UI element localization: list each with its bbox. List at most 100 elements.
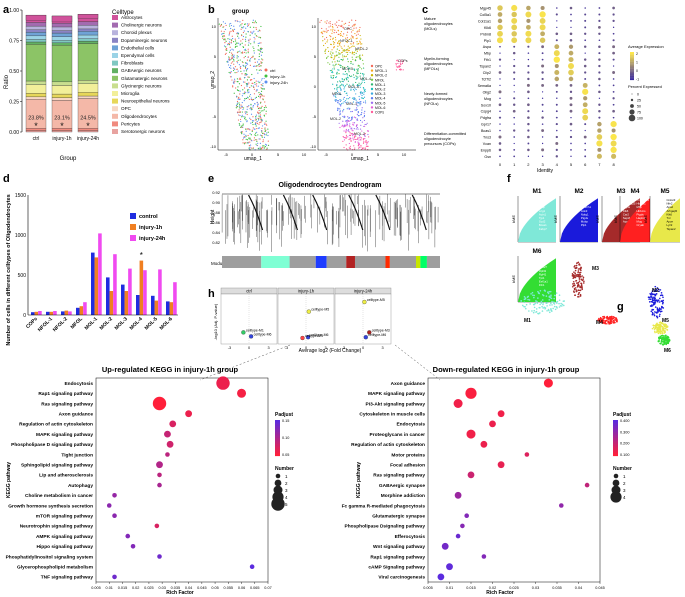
umap-point xyxy=(354,138,356,141)
size-swatch xyxy=(630,98,634,102)
module-cell-point xyxy=(576,273,578,276)
umap-point xyxy=(247,30,249,33)
umap-point xyxy=(258,115,260,117)
umap-point xyxy=(343,23,345,25)
umap-point xyxy=(342,111,344,113)
umap-point xyxy=(355,81,357,84)
module-cell-point xyxy=(573,266,576,268)
module-color-block xyxy=(420,256,427,268)
module-cell-point xyxy=(658,339,661,341)
umap-point xyxy=(256,69,258,71)
umap-point xyxy=(347,107,349,109)
umap-point xyxy=(330,36,332,38)
plot-frame xyxy=(95,377,269,583)
module-cell-point xyxy=(597,319,599,321)
color-bar xyxy=(630,64,634,67)
umap-point xyxy=(348,125,351,127)
umap-point xyxy=(256,89,258,91)
color-bar xyxy=(613,448,618,451)
umap-point xyxy=(326,30,328,32)
size-swatch xyxy=(610,491,622,503)
umap-point xyxy=(340,84,342,86)
umap-point xyxy=(239,111,241,113)
umap-point xyxy=(261,78,263,80)
umap-point xyxy=(241,133,243,135)
panel-label-e: e xyxy=(208,173,214,185)
umap-point xyxy=(257,30,259,32)
count-bar xyxy=(31,312,35,315)
module-cell-point xyxy=(533,306,536,309)
module-cell-point xyxy=(554,308,557,311)
legend-swatch xyxy=(370,74,374,77)
expression-dot xyxy=(511,4,518,12)
legend-swatch xyxy=(370,78,374,82)
legend-label: Oligodendrocytes xyxy=(121,114,157,119)
umap-point xyxy=(244,81,246,83)
volcano-point xyxy=(367,330,372,335)
umap-point xyxy=(343,55,345,57)
module-cell-point xyxy=(544,308,546,310)
umap-point xyxy=(397,62,399,65)
umap-point xyxy=(260,110,262,112)
gene-label: Hbb-bs xyxy=(637,209,647,213)
chart-b-title: group xyxy=(232,9,249,15)
module-cell-point xyxy=(582,282,585,284)
color-bar xyxy=(630,77,634,79)
tick-label: 0.005 xyxy=(423,586,433,590)
module-cell-point xyxy=(578,292,580,294)
expression-dot xyxy=(556,26,558,28)
pathway-bubble xyxy=(249,564,255,569)
expression-dot xyxy=(570,149,572,151)
umap-point xyxy=(363,147,365,149)
umap-point xyxy=(253,137,256,139)
umap-point xyxy=(230,27,232,30)
umap-point xyxy=(355,128,357,130)
umap-point xyxy=(364,123,366,126)
umap-point xyxy=(342,136,344,138)
gene-label: Tjp1 xyxy=(539,216,545,220)
umap-point xyxy=(222,21,225,23)
module-cell-point xyxy=(561,303,564,306)
umap-point xyxy=(242,35,245,38)
gene-label: Rps27 xyxy=(539,265,548,269)
kme-curve xyxy=(620,198,650,242)
umap-point xyxy=(251,120,254,122)
module-cell-point xyxy=(579,276,582,278)
ratio-segment xyxy=(77,80,99,84)
tick-label: 0.02 xyxy=(489,586,496,590)
umap-point xyxy=(244,74,246,76)
umap-point xyxy=(239,21,241,23)
color-bar xyxy=(275,450,280,452)
module-cell-point xyxy=(578,275,581,277)
legend-label: NFOL-1 xyxy=(375,69,387,73)
umap-point xyxy=(253,30,255,32)
umap-point xyxy=(348,49,350,52)
umap-point xyxy=(359,58,361,60)
umap-point xyxy=(260,118,262,121)
expression-dot xyxy=(596,153,602,159)
module-cell-point xyxy=(661,302,664,305)
expression-dot xyxy=(499,78,501,80)
expression-dot xyxy=(499,97,501,100)
gene-label: Ank3 xyxy=(581,209,588,213)
expression-dot xyxy=(527,142,530,145)
module-cell-point xyxy=(578,277,581,280)
umap-point xyxy=(257,117,259,119)
umap-point xyxy=(339,112,341,114)
gene-label: Eef1a1 xyxy=(539,280,548,284)
umap-point xyxy=(346,73,348,75)
tick-label: 0.100 xyxy=(620,453,630,457)
pathway-label: Cytoskeleton in muscle cells xyxy=(359,412,425,418)
umap-point xyxy=(234,40,237,42)
umap-point xyxy=(334,55,336,57)
tick-label: 0.035 xyxy=(171,586,181,590)
pathway-bubble xyxy=(157,482,162,488)
umap-point xyxy=(233,41,235,43)
gene-label: Gsn xyxy=(484,155,491,159)
expression-dot xyxy=(513,71,516,74)
module-cell-point xyxy=(571,285,574,288)
umap-point xyxy=(363,115,365,118)
umap-point xyxy=(351,132,353,135)
expression-dot xyxy=(583,45,587,48)
pathway-bubble xyxy=(453,399,463,408)
